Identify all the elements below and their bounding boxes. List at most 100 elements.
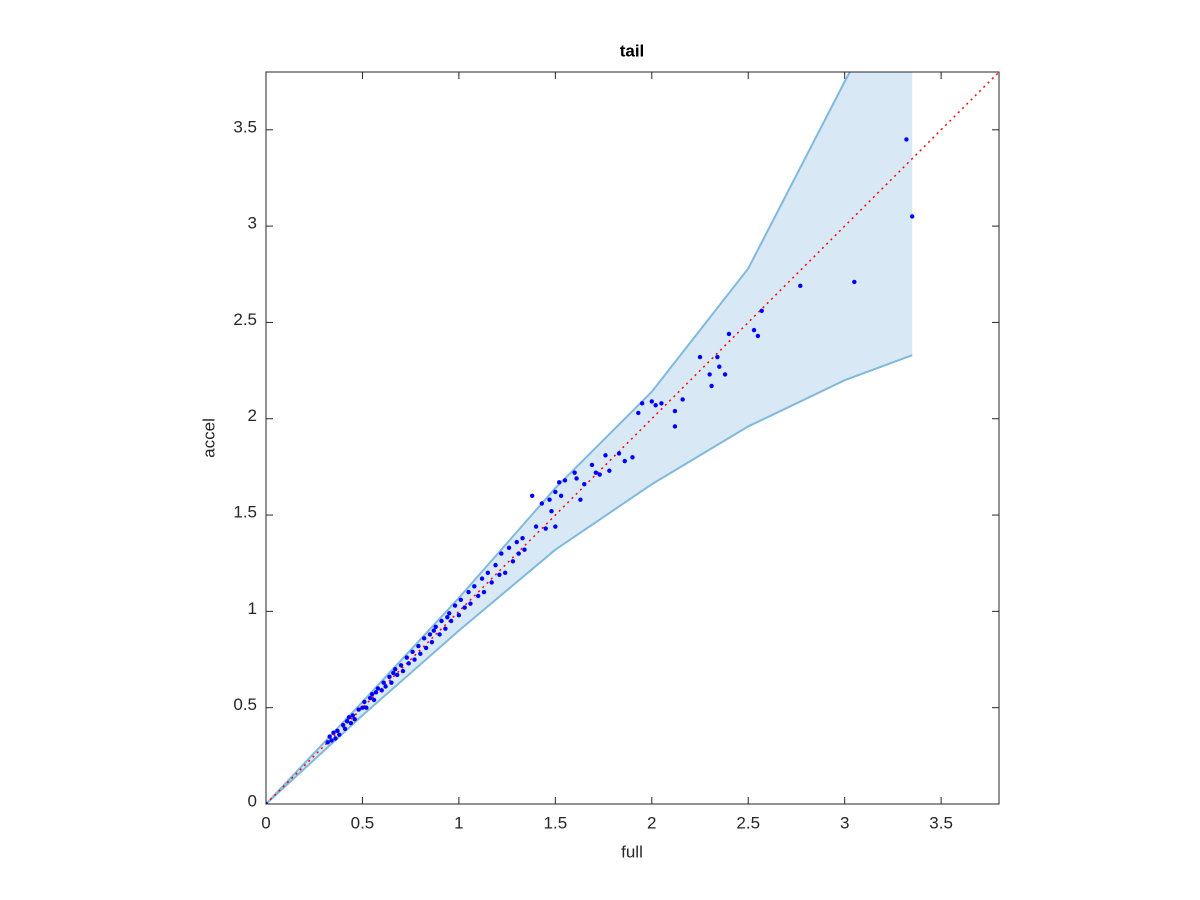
point — [755, 333, 761, 339]
point — [375, 686, 381, 691]
point — [350, 713, 356, 718]
point — [653, 403, 658, 408]
point — [499, 551, 504, 556]
point — [333, 736, 338, 741]
point — [458, 597, 464, 603]
point — [452, 603, 458, 608]
point — [335, 728, 340, 733]
x-tick-label: 2 — [647, 813, 656, 832]
point — [707, 372, 712, 377]
x-axis-label: full — [621, 842, 643, 861]
point — [514, 539, 519, 545]
point — [429, 639, 435, 645]
point — [603, 453, 608, 458]
point — [553, 489, 558, 495]
reference-line — [266, 72, 999, 804]
point — [659, 401, 664, 406]
point — [578, 497, 583, 502]
point — [348, 720, 354, 726]
band-edge — [266, 354, 913, 804]
point — [589, 462, 595, 468]
point — [597, 472, 602, 477]
point — [726, 331, 732, 337]
point — [558, 493, 564, 498]
point — [649, 399, 654, 404]
point — [759, 308, 764, 314]
x-tick-label: 0 — [261, 813, 270, 832]
point — [472, 584, 477, 589]
point — [367, 695, 373, 701]
point — [798, 283, 803, 289]
point — [672, 408, 678, 414]
point — [553, 524, 558, 529]
point — [697, 354, 703, 360]
point — [543, 526, 548, 531]
point — [352, 717, 357, 722]
point — [329, 738, 334, 743]
point — [391, 670, 396, 676]
point — [427, 632, 433, 637]
point — [622, 458, 627, 464]
point — [410, 649, 415, 655]
y-tick-label: 2 — [248, 406, 257, 425]
point — [456, 613, 462, 618]
point — [418, 651, 423, 656]
point — [383, 684, 388, 689]
y-tick-label: 3 — [248, 214, 257, 233]
point — [406, 661, 411, 666]
point — [630, 455, 635, 460]
point — [709, 383, 714, 389]
point — [562, 478, 568, 483]
point — [502, 570, 508, 576]
point — [462, 605, 467, 610]
y-tick-label: 1 — [248, 599, 257, 618]
point — [497, 572, 502, 577]
point — [431, 628, 437, 633]
y-tick-label: 0.5 — [233, 695, 257, 714]
x-tick-label: 1.5 — [544, 813, 568, 832]
point — [510, 559, 516, 564]
x-tick-label: 0.5 — [351, 813, 375, 832]
y-tick-label: 0 — [248, 791, 257, 810]
x-tick-label: 1 — [454, 813, 463, 832]
point — [489, 580, 494, 585]
point — [266, 801, 269, 804]
point — [572, 470, 577, 475]
point — [582, 482, 587, 487]
point — [672, 424, 678, 429]
point — [904, 137, 909, 142]
point — [715, 354, 720, 360]
band-edge — [266, 72, 852, 804]
point — [468, 601, 473, 606]
point — [549, 509, 554, 514]
point — [909, 214, 915, 219]
point — [437, 632, 442, 637]
y-tick-label: 2.5 — [233, 310, 257, 329]
point — [529, 493, 535, 498]
point — [416, 643, 421, 649]
point — [327, 734, 332, 739]
point — [475, 593, 481, 599]
point — [506, 545, 512, 550]
x-tick-label: 3.5 — [929, 813, 953, 832]
plot-area — [266, 72, 999, 804]
point — [443, 626, 448, 631]
point — [547, 497, 552, 502]
point — [466, 589, 471, 595]
band-fill — [266, 72, 913, 804]
point — [371, 697, 377, 703]
point — [447, 611, 452, 616]
chart-title: tail — [620, 41, 645, 60]
point — [636, 410, 641, 416]
point — [593, 470, 599, 475]
point — [342, 726, 348, 732]
point — [337, 732, 342, 737]
y-tick-label: 3.5 — [233, 117, 257, 136]
point — [539, 501, 545, 506]
point — [379, 688, 384, 693]
point — [400, 668, 406, 674]
point — [364, 705, 369, 710]
point — [439, 618, 444, 624]
